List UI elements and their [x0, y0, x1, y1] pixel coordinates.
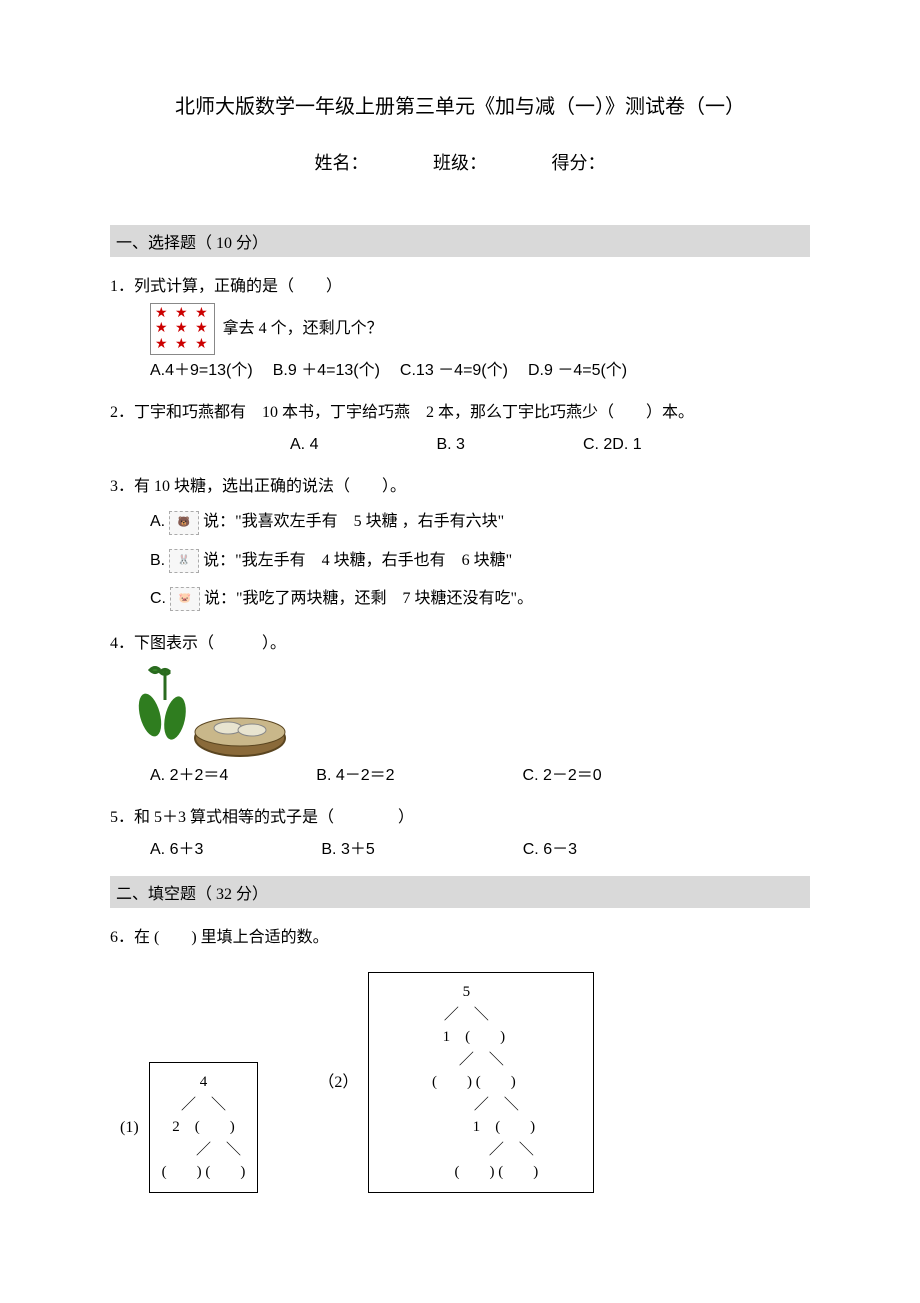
q2-opt-a[interactable]: A. 4	[290, 436, 318, 453]
q1-stem: 1．列式计算，正确的是（ ）	[110, 271, 810, 303]
q5-opt-a[interactable]: A. 6＋3	[150, 841, 203, 858]
name-field[interactable]: 姓名：	[315, 153, 369, 173]
question-2: 2．丁宇和巧燕都有 10 本书，丁宇给巧燕 2 本，那么丁宇比巧燕少（ ）本。 …	[110, 397, 810, 461]
bear-icon: 🐻	[169, 511, 199, 535]
score-field[interactable]: 得分：	[552, 153, 606, 173]
q3-stem: 3．有 10 块糖，选出正确的说法（ ）。	[110, 471, 810, 503]
q3-opt-b-text: 说："我左手有 4 块糖，右手也有 6 块糖"	[203, 552, 512, 569]
q6-label-1: (1)	[120, 1112, 139, 1144]
question-1: 1．列式计算，正确的是（ ） ★ ★ ★ ★ ★ ★ ★ ★ ★ 拿去 4 个，…	[110, 271, 810, 387]
q1-tail: 拿去 4 个，还剩几个？	[223, 320, 383, 337]
q2-opt-d[interactable]: D. 1	[612, 436, 641, 453]
question-4: 4．下图表示（ ）。 A. 2＋2＝4 B. 4－2＝2 C. 2－2＝0	[110, 628, 810, 792]
q3-opt-c-letter[interactable]: C.	[150, 590, 166, 607]
tree-diagram-1: 4 ／ ＼ 2 ( ) ／ ＼ ( ) ( )	[149, 1062, 259, 1193]
question-3: 3．有 10 块糖，选出正确的说法（ ）。 A. 🐻 说："我喜欢左手有 5 块…	[110, 471, 810, 618]
q1-opt-b[interactable]: B.9 ＋4=13(个)	[273, 362, 380, 379]
q5-stem: 5．和 5＋3 算式相等的式子是（ ）	[110, 802, 810, 834]
q3-opt-b-letter[interactable]: B.	[150, 552, 165, 569]
q4-opt-a[interactable]: A. 2＋2＝4	[150, 767, 228, 784]
tree-diagram-2: 5 ／ ＼ 1 ( ) ／ ＼ ( ) ( ) ／ ＼ 1 ( ) ／ ＼ ( …	[368, 972, 594, 1193]
q1-opt-d[interactable]: D.9 －4=5(个)	[528, 362, 627, 379]
info-row: 姓名： 班级： 得分：	[110, 149, 810, 175]
q3-opt-a-letter[interactable]: A.	[150, 513, 165, 530]
rabbit-icon: 🐰	[169, 549, 199, 573]
q5-opt-c[interactable]: C. 6－3	[523, 841, 577, 858]
pig-icon: 🐷	[170, 587, 200, 611]
stars-icon: ★ ★ ★ ★ ★ ★ ★ ★ ★	[150, 303, 215, 355]
q4-stem: 4．下图表示（ ）。	[110, 628, 810, 660]
q4-opt-b[interactable]: B. 4－2＝2	[316, 767, 394, 784]
question-5: 5．和 5＋3 算式相等的式子是（ ） A. 6＋3 B. 3＋5 C. 6－3	[110, 802, 810, 866]
q2-opt-b[interactable]: B. 3	[436, 436, 464, 453]
question-6: 6．在 ( ) 里填上合适的数。 (1) 4 ／ ＼ 2 ( ) ／ ＼ ( )…	[110, 922, 810, 1193]
q4-opt-c[interactable]: C. 2－2＝0	[523, 767, 602, 784]
class-field[interactable]: 班级：	[433, 153, 487, 173]
page-title: 北师大版数学一年级上册第三单元《加与减（一）》测试卷（一）	[110, 90, 810, 119]
vegetable-image	[120, 660, 290, 760]
section-2-header: 二、填空题（ 32 分）	[110, 876, 810, 908]
q5-opt-b[interactable]: B. 3＋5	[321, 841, 374, 858]
q1-opt-c[interactable]: C.13 －4=9(个)	[400, 362, 508, 379]
q3-opt-a-text: 说："我喜欢左手有 5 块糖 ，右手有六块"	[203, 513, 504, 530]
q6-label-2: （2）	[318, 1067, 358, 1099]
q3-opt-c-text: 说："我吃了两块糖，还剩 7 块糖还没有吃"。	[204, 590, 533, 607]
q1-opt-a[interactable]: A.4＋9=13(个)	[150, 362, 253, 379]
q6-stem: 6．在 ( ) 里填上合适的数。	[110, 922, 810, 954]
q2-stem: 2．丁宇和巧燕都有 10 本书，丁宇给巧燕 2 本，那么丁宇比巧燕少（ ）本。	[110, 397, 810, 429]
q2-opt-c[interactable]: C. 2	[583, 436, 612, 453]
section-1-header: 一、选择题（ 10 分）	[110, 225, 810, 257]
